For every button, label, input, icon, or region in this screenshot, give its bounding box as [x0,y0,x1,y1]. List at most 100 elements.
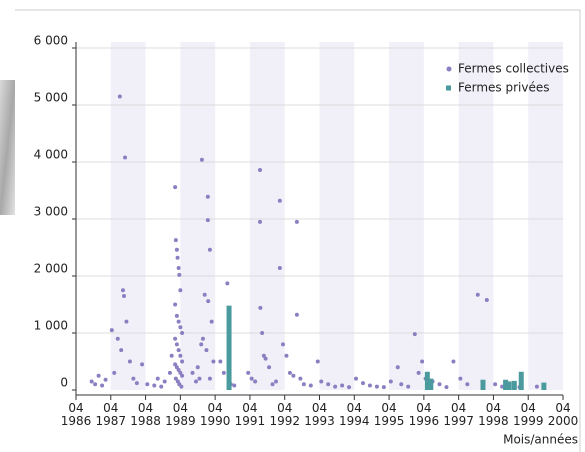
y-tick-label: 3 000 [34,205,68,219]
point [291,374,295,378]
point [316,360,320,364]
point [264,357,268,361]
point [177,266,181,270]
point [128,360,132,364]
point [258,306,262,310]
point [222,371,226,375]
point [361,381,365,385]
point [208,248,212,252]
point [191,371,195,375]
point [180,374,184,378]
bar [428,379,433,390]
bar [512,381,517,390]
point [465,382,469,386]
point [140,362,144,366]
point [444,385,448,389]
legend-swatch [447,67,452,72]
point [178,354,182,358]
point [168,371,172,375]
point [389,379,393,383]
year-band [320,42,355,390]
point [175,314,179,318]
bar [519,372,524,390]
point [420,360,424,364]
point [123,155,127,159]
point [535,385,539,389]
point [156,377,160,381]
point [274,379,278,383]
point [309,383,313,387]
point [152,383,156,387]
point [413,332,417,336]
point [97,374,101,378]
point [278,266,282,270]
legend-swatch [446,86,451,91]
x-tick-label: 041997 [443,401,474,428]
point [271,382,275,386]
point [206,195,210,199]
point [295,313,299,317]
year-band [180,42,215,390]
point [284,354,288,358]
point [258,168,262,172]
point [253,379,257,383]
point [180,331,184,335]
x-axis-label: Mois/années [503,433,578,447]
point [267,365,271,369]
point [177,320,181,324]
point [417,371,421,375]
point [174,238,178,242]
point [458,377,462,381]
point [399,382,403,386]
decoration [0,80,15,215]
point [194,379,198,383]
bar [541,383,546,390]
point [396,365,400,369]
point [180,360,184,364]
point [211,360,215,364]
chart: Mois/années 01 0002 0003 0004 0005 0006 … [0,0,585,452]
point [104,378,108,382]
point [170,354,174,358]
point [131,377,135,381]
point [176,256,180,260]
point [119,348,123,352]
x-tick-label: 041994 [339,401,370,428]
point [203,293,207,297]
bar [480,380,485,390]
point [326,382,330,386]
point [347,385,351,389]
point [173,337,177,341]
point [159,385,163,389]
y-tick-label: 2 000 [34,262,68,276]
point [173,303,177,307]
x-tick-label: 041987 [96,401,127,428]
y-tick-label: 5 000 [34,91,68,105]
point [232,383,236,387]
point [201,337,205,341]
point [493,382,497,386]
point [210,320,214,324]
point [406,385,410,389]
point [382,385,386,389]
point [90,379,94,383]
point [375,385,379,389]
point [225,281,229,285]
point [302,382,306,386]
point [246,371,250,375]
point [175,248,179,252]
bar [227,306,232,390]
point [178,325,182,329]
point [250,377,254,381]
point [100,383,104,387]
point [179,385,183,389]
point [206,299,210,303]
point [451,360,455,364]
point [124,320,128,324]
y-tick-label: 1 000 [34,319,68,333]
x-tick-label: 041991 [235,401,266,428]
